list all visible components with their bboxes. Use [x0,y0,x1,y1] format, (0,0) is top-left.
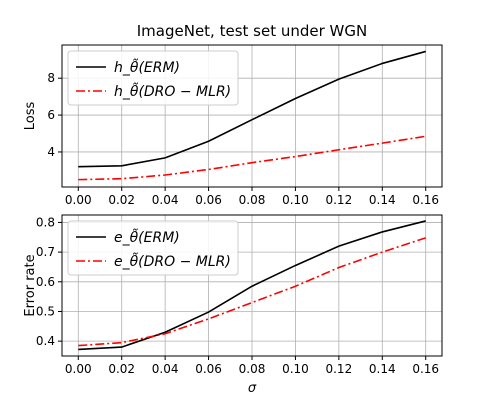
x-tick-label: 0.02 [108,193,135,207]
y-tick-label: 8 [47,71,55,85]
x-tick-label: 0.06 [195,193,222,207]
x-tick-label: 0.02 [108,362,135,376]
chart-title: ImageNet, test set under WGN [137,22,368,40]
x-tick-label: 0.10 [282,362,309,376]
panel-error-rate: 0.00 0.02 0.04 0.06 0.08 0.10 0.12 0.14 0.16 0.4 0… [23,214,443,396]
x-tick-label: 0.04 [152,193,179,207]
legend-entry: e_θ̃(ERM) [114,228,180,246]
x-tick-label: 0.00 [65,362,92,376]
x-tick-label: 0.16 [412,193,439,207]
x-tick-label: 0.08 [239,362,266,376]
y-tick-label: 0.5 [36,304,55,318]
series-line-dro-mlr [78,135,426,181]
x-tick-label: 0.10 [282,193,309,207]
x-tick-label: 0.04 [152,362,179,376]
y-tick-label: 4 [47,145,55,159]
y-axis-label: Loss [23,102,38,131]
series-line-erm [78,50,426,168]
legend-entry: h_θ̃(ERM) [114,58,180,76]
x-tick-label: 0.06 [195,362,222,376]
y-tick-label: 6 [47,108,55,122]
y-tick-label: 0.6 [36,275,55,289]
legend-entry: h_θ̃(DRO − MLR) [114,82,231,100]
x-tick-label: 0.14 [369,193,396,207]
y-axis-label: Error rate [23,254,38,316]
legend-box [67,220,239,276]
legend-box [67,50,239,106]
x-tick-label: 0.14 [369,362,396,376]
y-tick-label: 0.7 [36,245,55,259]
y-tick-label: 0.8 [36,215,55,229]
x-tick-label: 0.08 [239,193,266,207]
y-tick-label: 0.4 [36,334,55,348]
legend: e_θ̃(ERM) e_θ̃(DRO − MLR) [67,220,239,276]
panel-loss: 0.00 0.02 0.04 0.06 0.08 0.10 0.12 0.14 0.16 4 6 8 I… [23,22,443,207]
series-line-dro-mlr [78,237,426,347]
x-axis-label: σ [248,381,257,396]
legend: h_θ̃(ERM) h_θ̃(DRO − MLR) [67,50,239,106]
x-tick-label: 0.00 [65,193,92,207]
legend-entry: e_θ̃(DRO − MLR) [114,252,231,270]
x-tick-label: 0.12 [325,362,352,376]
series-line-erm [78,220,426,351]
x-tick-label: 0.12 [325,193,352,207]
x-tick-label: 0.16 [412,362,439,376]
